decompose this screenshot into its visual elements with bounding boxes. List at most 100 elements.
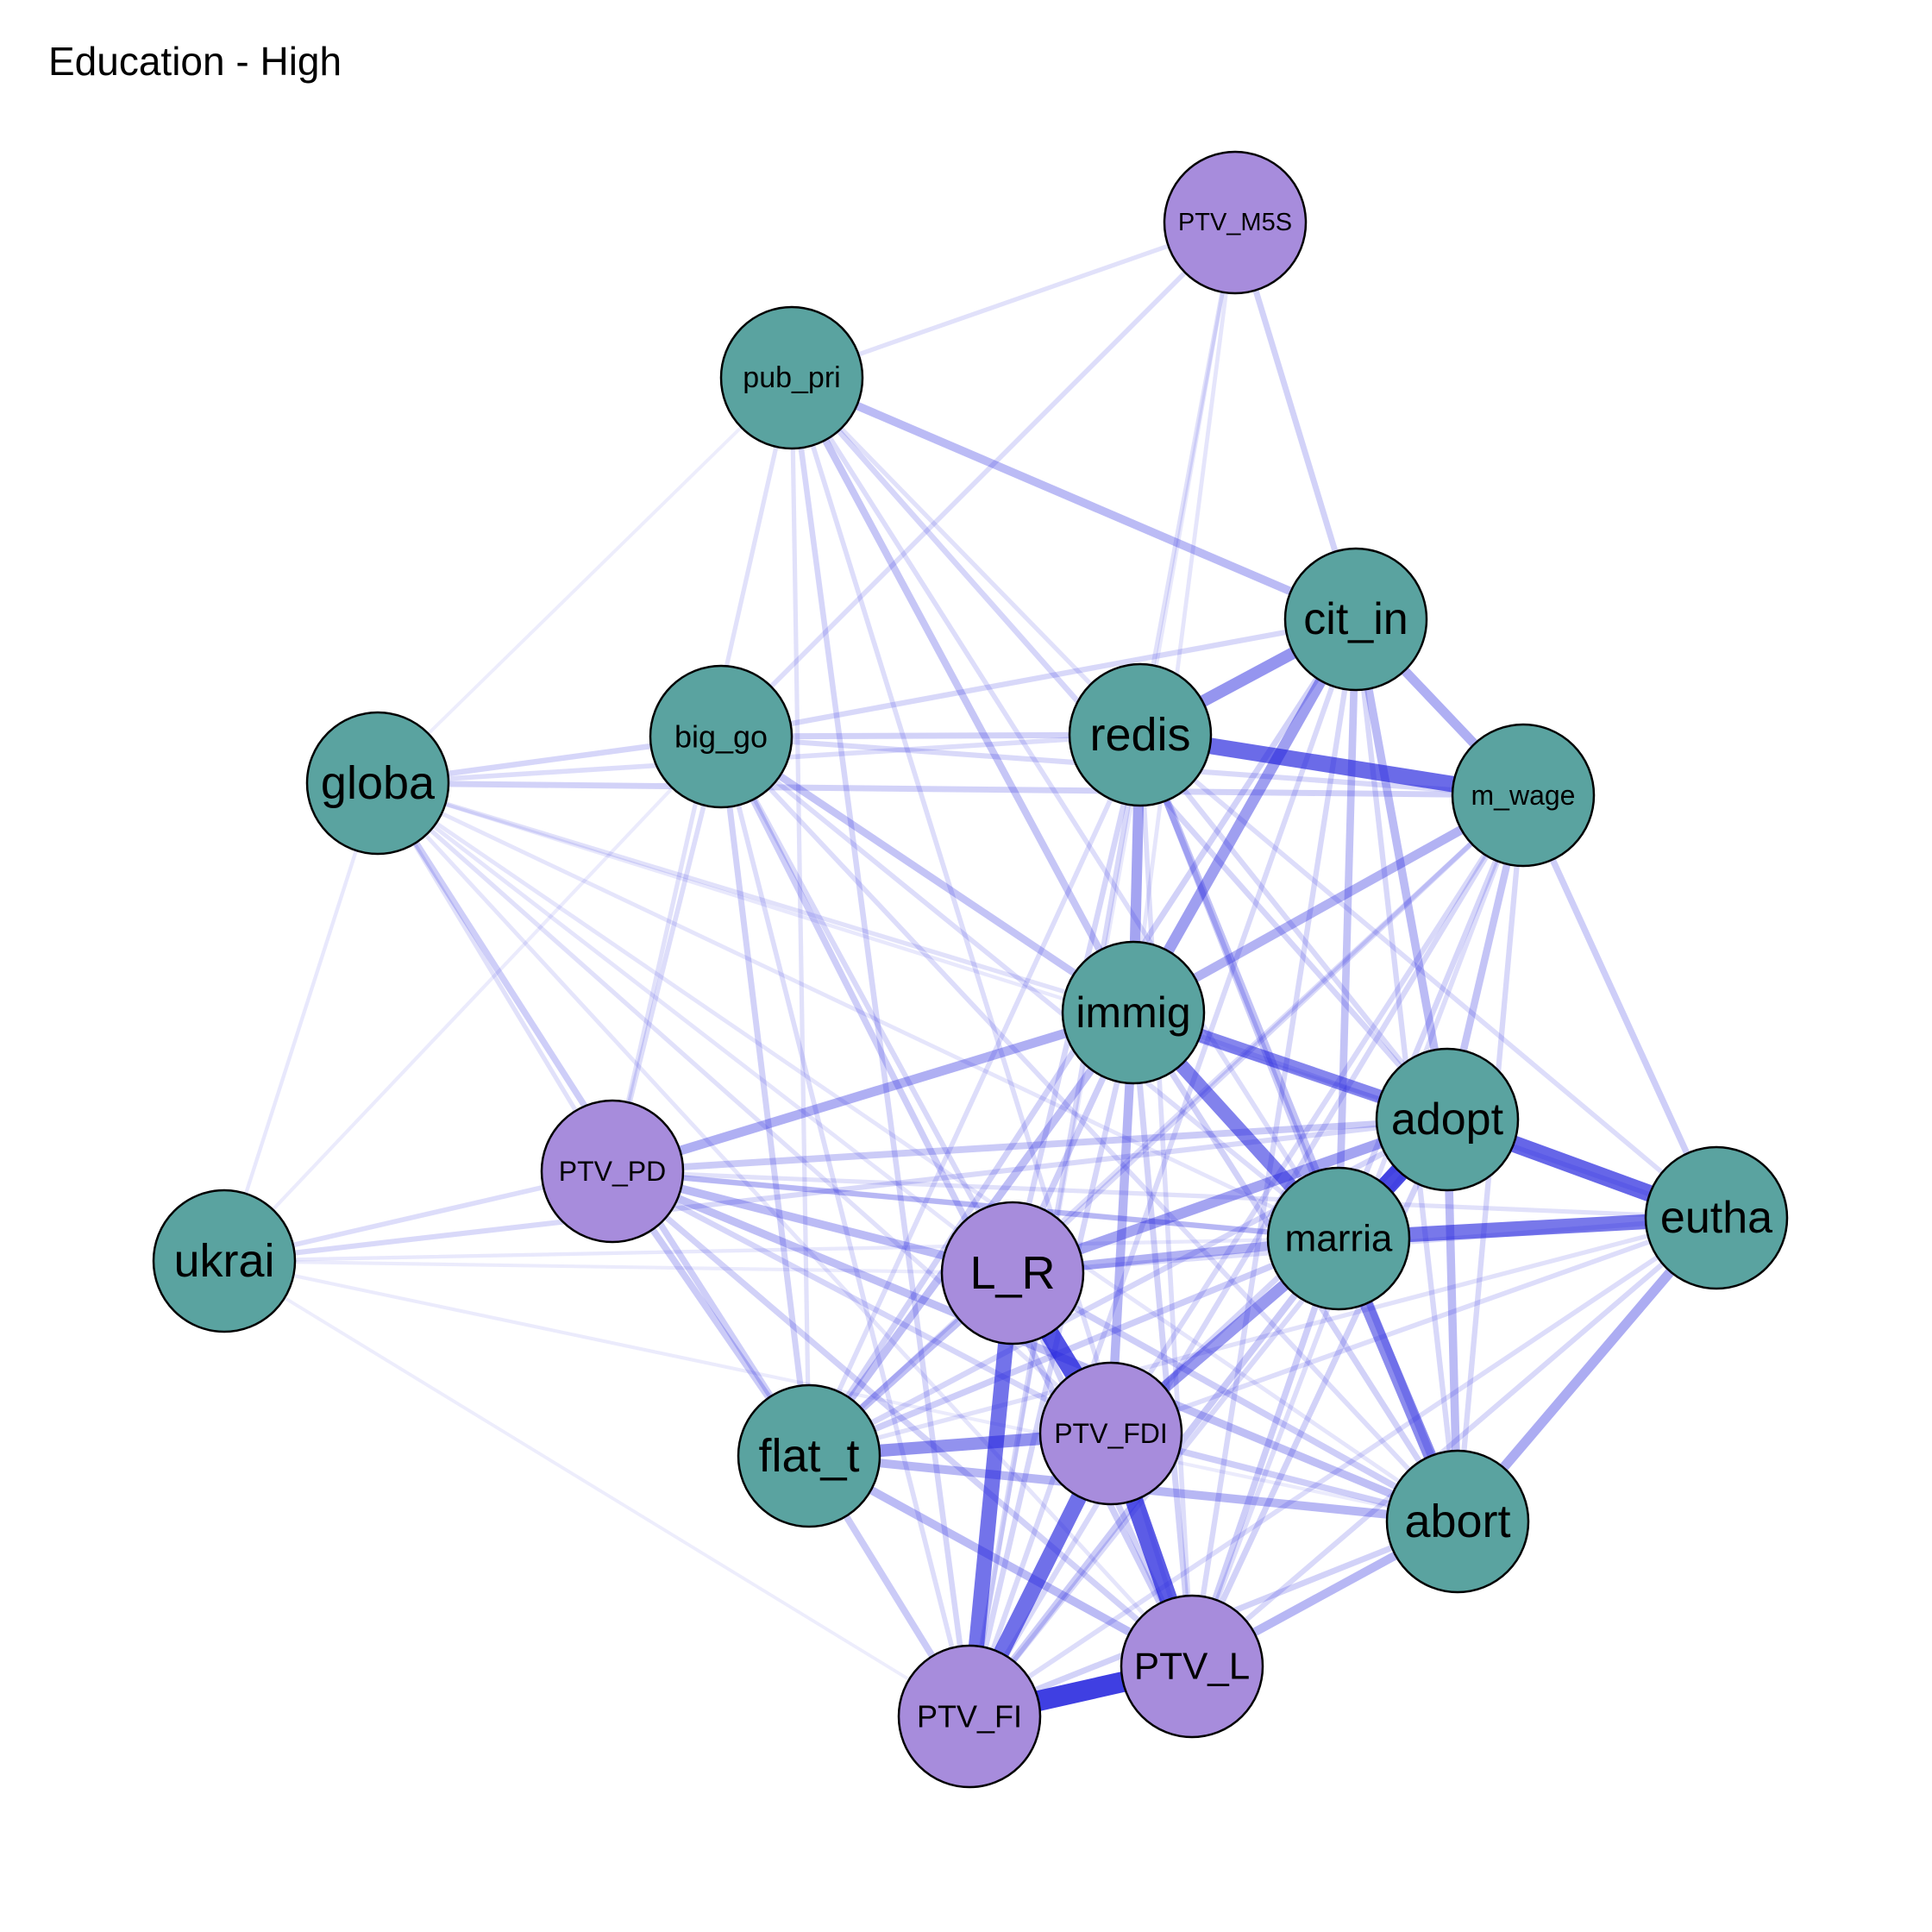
node-label-ukrai: ukrai [173,1235,274,1287]
node-l-r: L_R [940,1201,1085,1346]
edge-ptv-pd-ptv-l [609,1168,1195,1670]
edge-m-wage-marria [1335,792,1527,1242]
node-circle-ptv-fdi [1038,1361,1183,1506]
edge-ptv-m5s-big-go [718,220,1238,739]
edge-ukrai-l-r [222,1258,1015,1276]
node-label-ptv-l: PTV_L [1134,1646,1251,1688]
edge-ukrai-ptv-fi [223,1259,971,1718]
node-eutha: eutha [1644,1145,1789,1290]
edge-big-go-abort [718,734,1460,1524]
edge-globa-pub-pri [376,376,794,785]
edge-globa-immig [375,781,1136,1015]
edge-big-go-ptv-l [718,733,1195,1670]
edge-ukrai-globa [222,781,380,1264]
edge-pub-pri-immig [787,373,1138,1017]
edge-immig-ptv-fi [966,1009,1137,1720]
edge-m-wage-flat-t [806,793,1526,1458]
node-ptv-l: PTV_L [1120,1594,1264,1739]
node-globa: globa [305,711,450,856]
node-cit-in: cit_in [1283,547,1428,692]
node-label-pub-pri: pub_pri [743,361,840,394]
node-label-eutha: eutha [1660,1193,1772,1243]
edge-big-go-ptv-fi [718,734,972,1719]
node-label-adopt: adopt [1391,1095,1504,1145]
edge-m-wage-l-r [1009,792,1527,1276]
edge-big-go-cit-in [718,616,1359,740]
edge-pub-pri-marria [789,375,1341,1241]
node-circle-abort [1385,1449,1530,1594]
edge-cit-in-ptv-fi [966,616,1359,1720]
edge-ukrai-abort [222,1258,1460,1524]
node-circle-redis [1068,662,1213,807]
edge-big-go-immig [717,732,1138,1017]
edge-pub-pri-cit-in [787,373,1360,624]
node-big-go: big_go [649,664,794,809]
edge-globa-ptv-l [375,781,1195,1669]
node-ukrai: ukrai [152,1189,297,1333]
edge-globa-m-wage [374,780,1527,799]
node-pub-pri: pub_pri [719,305,864,450]
edge-globa-ptv-pd [375,781,615,1174]
edge-ptv-m5s-pub-pri [789,220,1238,380]
edge-redis-flat-t [806,732,1143,1458]
node-redis: redis [1068,662,1213,807]
node-circle-m-wage [1451,723,1596,868]
edge-ptv-m5s-immig [1131,220,1238,1015]
edge-marria-ptv-l [1189,1235,1342,1670]
node-immig: immig [1061,940,1206,1085]
node-label-ptv-fdi: PTV_FDI [1054,1418,1168,1449]
node-ptv-fdi: PTV_FDI [1038,1361,1183,1506]
edge-globa-abort [375,781,1460,1524]
edge-globa-marria [375,781,1341,1241]
edge-cit-in-adopt [1352,615,1452,1124]
edge-marria-ptv-pd [609,1168,1342,1242]
node-flat-t: flat_t [737,1383,881,1528]
edge-eutha-flat-t [806,1215,1719,1458]
edge-pub-pri-ptv-fi [788,374,973,1720]
node-ptv-m5s: PTV_M5S [1163,150,1308,295]
node-label-ptv-fi: PTV_FI [917,1699,1022,1734]
edge-m-wage-immig [1128,790,1528,1018]
edge-redis-adopt [1137,731,1451,1123]
node-circle-flat-t [737,1383,881,1528]
edge-marria-flat-t [806,1235,1342,1459]
node-ptv-pd: PTV_PD [540,1099,685,1244]
node-abort: abort [1385,1449,1530,1594]
edge-ptv-pd-marria [609,1168,1342,1242]
node-label-ptv-pd: PTV_PD [559,1156,666,1187]
edge-big-go-ptv-pd [610,734,724,1174]
edge-ptv-pd-abort [608,1167,1462,1526]
edge-ukrai-big-go [222,734,724,1264]
node-circle-ptv-pd [540,1099,685,1244]
node-circle-marria [1266,1166,1411,1311]
edge-m-wage-ptv-fi [966,792,1527,1720]
edge-flat-t-ptv-l [805,1452,1196,1671]
node-circle-ptv-fi [897,1644,1042,1789]
node-circle-pub-pri [719,305,864,450]
node-label-cit-in: cit_in [1303,594,1408,644]
edge-ptv-pd-ptv-fdi [609,1168,1114,1437]
edge-ukrai-marria [222,1236,1341,1264]
edge-cit-in-marria [1334,615,1360,1243]
node-label-ptv-m5s: PTV_M5S [1178,209,1292,236]
edge-eutha-ptv-pd [610,1169,1719,1220]
edge-l-r-ptv-fi [962,1265,1020,1724]
node-circle-eutha [1644,1145,1789,1290]
node-label-big-go: big_go [674,719,768,755]
node-circle-cit-in [1283,547,1428,692]
node-circle-l-r [940,1201,1085,1346]
node-adopt: adopt [1375,1047,1520,1192]
edge-redis-ptv-l [1138,732,1195,1669]
node-circle-ptv-l [1120,1594,1264,1739]
node-m-wage: m_wage [1451,723,1596,868]
node-ptv-fi: PTV_FI [897,1644,1042,1789]
node-marria: marria [1266,1166,1411,1311]
edge-cit-in-ptv-l [1189,616,1359,1670]
edge-adopt-l-r [1007,1113,1453,1279]
edge-globa-l-r [375,781,1015,1276]
node-label-marria: marria [1285,1218,1393,1260]
edge-m-wage-eutha [1520,792,1720,1221]
edge-redis-marria [1137,731,1342,1242]
node-circle-immig [1061,940,1206,1085]
